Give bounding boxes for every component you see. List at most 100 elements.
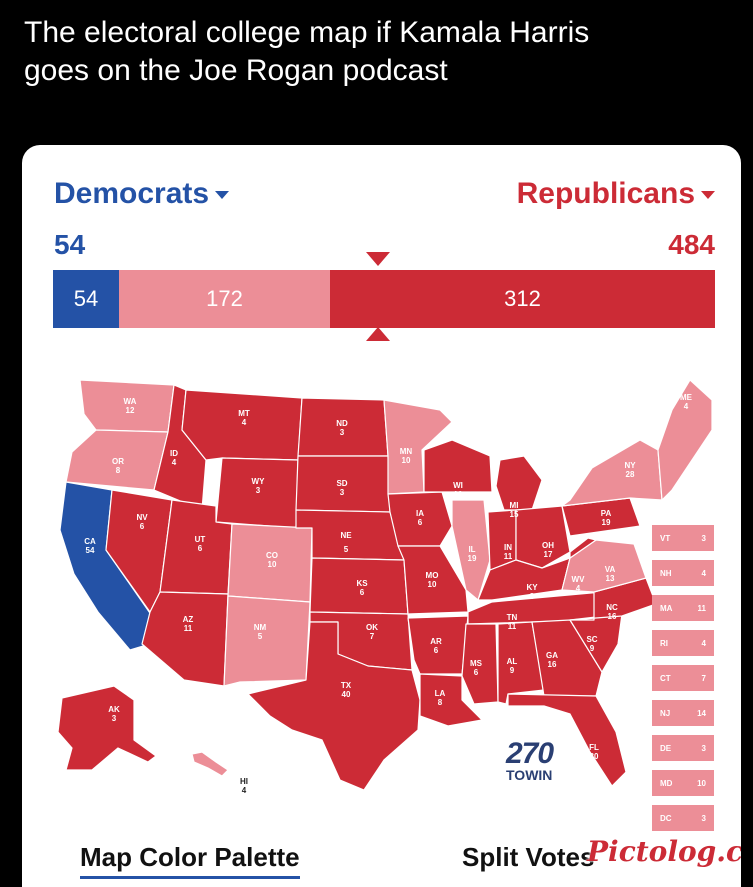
state-mi[interactable] xyxy=(495,455,543,511)
label-nc: NC xyxy=(606,603,618,612)
small-state-nj[interactable]: NJ 14 xyxy=(652,700,714,726)
small-state-abbr: DC xyxy=(660,813,672,823)
small-state-ma[interactable]: MA 11 xyxy=(652,595,714,621)
ev-hi: 4 xyxy=(242,786,247,795)
state-ak[interactable] xyxy=(57,685,157,771)
small-state-ev: 3 xyxy=(701,743,706,753)
ev-pa: 19 xyxy=(602,518,611,527)
label-la: LA xyxy=(435,689,446,698)
label-ms: MS xyxy=(470,659,483,668)
democrats-dropdown[interactable]: Democrats xyxy=(54,177,230,211)
state-wi[interactable] xyxy=(423,439,493,493)
state-ny[interactable] xyxy=(561,439,663,507)
watermark: Pictolog.com xyxy=(587,835,741,868)
ev-id: 4 xyxy=(172,458,177,467)
electoral-vote-bar: 54 172 312 xyxy=(53,270,715,328)
state-or[interactable] xyxy=(65,429,169,491)
tweet-line-1: The electoral college map if Kamala Harr… xyxy=(24,16,590,49)
ev-az: 11 xyxy=(184,624,193,633)
small-state-abbr: VT xyxy=(660,533,671,543)
ev-nm: 5 xyxy=(258,632,263,641)
label-pa: PA xyxy=(601,509,612,518)
small-state-dc[interactable]: DC 3 xyxy=(652,805,714,831)
label-hi: HI xyxy=(240,777,248,786)
state-ky[interactable] xyxy=(477,557,571,601)
label-ar: AR xyxy=(430,637,442,646)
ev-mo: 10 xyxy=(428,580,437,589)
label-wv: WV xyxy=(572,575,586,584)
state-ga[interactable] xyxy=(531,619,603,697)
label-il: IL xyxy=(468,545,475,554)
ev-sc: 9 xyxy=(590,644,595,653)
democrats-total: 54 xyxy=(54,229,86,260)
state-oh[interactable] xyxy=(515,505,571,569)
state-wv[interactable] xyxy=(569,537,597,559)
ev-sd: 3 xyxy=(340,488,345,497)
state-hi[interactable] xyxy=(191,751,229,777)
state-tx[interactable] xyxy=(247,621,421,791)
small-state-ct[interactable]: CT 7 xyxy=(652,665,714,691)
label-ks: KS xyxy=(356,579,368,588)
republicans-total: 484 xyxy=(668,229,715,260)
label-mt: MT xyxy=(238,409,250,418)
small-state-md[interactable]: MD 10 xyxy=(652,770,714,796)
ev-ms: 6 xyxy=(474,668,479,677)
small-state-abbr: DE xyxy=(660,743,672,753)
small-states-list: VT 3 NH 4 MA 11 RI 4 CT 7 NJ 14 DE 3 MD 10 DC 3 xyxy=(652,525,714,840)
label-or: OR xyxy=(112,457,124,466)
small-state-vt[interactable]: VT 3 xyxy=(652,525,714,551)
logo-number: 270 xyxy=(506,737,554,770)
state-nm[interactable] xyxy=(223,595,311,687)
small-state-ev: 10 xyxy=(697,778,706,788)
small-state-abbr: NJ xyxy=(660,708,671,718)
label-mi: MI xyxy=(510,501,519,510)
ev-ca: 54 xyxy=(86,546,95,555)
republicans-dropdown[interactable]: Republicans xyxy=(517,177,715,211)
map-color-palette-tab[interactable]: Map Color Palette xyxy=(80,842,300,879)
label-in: IN xyxy=(504,543,512,552)
ev-il: 19 xyxy=(468,554,477,563)
ev-la: 8 xyxy=(438,698,443,707)
state-new-england[interactable] xyxy=(657,379,713,501)
small-state-ev: 3 xyxy=(701,813,706,823)
ev-nd: 3 xyxy=(340,428,345,437)
label-tn: TN xyxy=(507,613,518,622)
ev-fl: 30 xyxy=(590,752,599,761)
ev-ne: 5 xyxy=(344,545,349,554)
label-id: ID xyxy=(170,449,178,458)
bar-segment-safe-dem: 54 xyxy=(53,270,119,328)
democrats-label: Democrats xyxy=(54,177,210,210)
ev-or: 8 xyxy=(116,466,121,475)
state-ar[interactable] xyxy=(407,615,469,675)
small-state-ev: 4 xyxy=(701,568,706,578)
label-oh: OH xyxy=(542,541,554,550)
split-votes-tab[interactable]: Split Votes xyxy=(462,842,595,872)
bar-segment-safe-rep: 312 xyxy=(330,270,715,328)
state-mn[interactable] xyxy=(383,399,453,495)
ev-ga: 16 xyxy=(548,660,557,669)
ev-mt: 4 xyxy=(242,418,247,427)
ev-ok: 7 xyxy=(370,632,375,641)
label-nm: NM xyxy=(254,623,267,632)
ev-wy: 3 xyxy=(256,486,261,495)
state-fl[interactable] xyxy=(507,693,627,787)
ev-nc: 16 xyxy=(608,612,617,621)
ev-ak: 3 xyxy=(112,714,117,723)
label-me: ME xyxy=(680,393,693,402)
small-state-de[interactable]: DE 3 xyxy=(652,735,714,761)
small-state-nh[interactable]: NH 4 xyxy=(652,560,714,586)
label-va: VA xyxy=(605,565,616,574)
small-state-ev: 7 xyxy=(701,673,706,683)
label-az: AZ xyxy=(183,615,194,624)
270-to-win-logo: 270 TOWIN xyxy=(506,737,554,783)
small-state-ri[interactable]: RI 4 xyxy=(652,630,714,656)
state-ms[interactable] xyxy=(461,623,499,705)
label-ne: NE xyxy=(340,531,352,540)
ev-co: 10 xyxy=(268,560,277,569)
small-state-abbr: CT xyxy=(660,673,671,683)
label-ia: IA xyxy=(416,509,424,518)
label-sc: SC xyxy=(586,635,597,644)
ev-ia: 6 xyxy=(418,518,423,527)
state-az[interactable] xyxy=(141,591,229,687)
label-wy: WY xyxy=(252,477,266,486)
